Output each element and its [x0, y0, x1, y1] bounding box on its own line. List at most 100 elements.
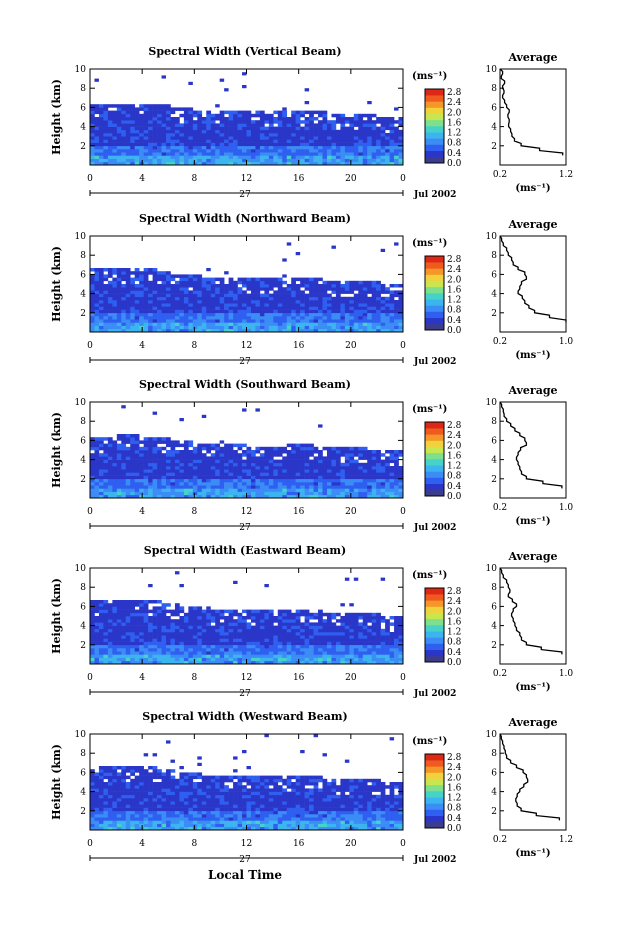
heatmap-cell	[224, 609, 229, 614]
heatmap-cell	[148, 475, 153, 480]
heatmap-cell	[148, 271, 153, 275]
heatmap-cell	[107, 316, 113, 320]
heatmap-cell	[121, 638, 127, 642]
heatmap-cell	[161, 274, 167, 278]
heatmap-cell	[344, 577, 350, 581]
heatmap-cell	[282, 641, 288, 646]
heatmap-cell	[188, 280, 194, 285]
heatmap-cell	[367, 316, 372, 320]
heatmap-cell	[309, 142, 314, 147]
heatmap-cell	[300, 635, 305, 639]
heatmap-cell	[295, 644, 301, 649]
heatmap-cell	[295, 609, 301, 614]
heatmap-cell	[188, 139, 194, 143]
heatmap-cell	[358, 113, 364, 118]
heatmap-cell	[161, 651, 167, 655]
heatmap-cell	[344, 466, 350, 470]
heatmap-cell	[300, 280, 305, 285]
heatmap-cell	[139, 632, 144, 636]
heatmap-cell	[282, 145, 288, 150]
heatmap-cell	[291, 126, 296, 131]
heatmap-cell	[125, 434, 131, 438]
heatmap-cell	[206, 641, 212, 646]
heatmap-cell	[358, 126, 364, 131]
heatmap-cell	[367, 149, 372, 153]
heatmap-cell	[318, 491, 323, 496]
heatmap-cell	[286, 123, 292, 127]
heatmap-cell	[304, 284, 310, 288]
heatmap-cell	[304, 126, 310, 131]
heatmap-cell	[286, 328, 292, 333]
heatmap-cell	[340, 120, 346, 124]
heatmap-cell	[246, 142, 252, 147]
heatmap-cell	[353, 123, 359, 127]
heatmap-cell	[130, 293, 136, 298]
heatmap-cell	[152, 475, 158, 480]
heatmap-cell	[215, 472, 220, 476]
heatmap-cell	[188, 284, 194, 288]
heatmap-cell	[385, 149, 390, 153]
heatmap-cell	[116, 287, 122, 291]
heatmap-cell	[264, 325, 270, 330]
heatmap-cell	[385, 142, 390, 147]
heatmap-cell	[309, 117, 314, 121]
heatmap-cell	[255, 488, 261, 492]
heatmap-cell	[233, 284, 238, 288]
heatmap-cell	[394, 654, 399, 658]
heatmap-cell	[90, 632, 95, 636]
heatmap-cell	[112, 325, 118, 330]
heatmap-cell	[228, 325, 234, 330]
heatmap-cell	[349, 287, 355, 291]
heatmap-cell	[94, 603, 100, 607]
heatmap-cell	[349, 459, 355, 464]
heatmap-cell	[94, 280, 100, 285]
heatmap-cell	[250, 149, 256, 153]
heatmap-cell	[394, 625, 399, 630]
heatmap-cell	[371, 293, 377, 298]
heatmap-cell	[188, 325, 194, 330]
heatmap-cell	[152, 411, 158, 415]
heatmap-cell	[300, 472, 305, 476]
heatmap-cell	[250, 145, 256, 150]
heatmap-cell	[197, 129, 203, 134]
heatmap-cell	[385, 319, 390, 323]
heatmap-cell	[309, 300, 314, 304]
heatmap-cell	[206, 139, 212, 143]
heatmap-cell	[174, 155, 180, 159]
heatmap-cell	[255, 133, 261, 137]
heatmap-cell	[331, 472, 337, 476]
heatmap-cell	[157, 462, 162, 467]
heatmap-cell	[228, 142, 234, 147]
heatmap-cell	[344, 485, 350, 489]
heatmap-cell	[237, 280, 243, 285]
heatmap-cell	[103, 612, 109, 617]
heatmap-cell	[116, 654, 122, 658]
heatmap-cell	[139, 120, 144, 124]
heatmap-cell	[286, 609, 292, 614]
heatmap-cell	[116, 622, 122, 626]
heatmap-cell	[237, 494, 243, 499]
heatmap-cell	[166, 654, 171, 658]
heatmap-cell	[130, 638, 136, 642]
heatmap-cell	[358, 303, 364, 307]
heatmap-cell	[277, 446, 283, 451]
heatmap-cell	[394, 325, 399, 330]
average-x-label: (ms⁻¹)	[515, 516, 550, 527]
heatmap-cell	[201, 472, 207, 476]
heatmap-cell	[250, 158, 256, 163]
heatmap-cell	[107, 145, 113, 150]
heatmap-cell	[94, 472, 100, 476]
heatmap-cell	[94, 107, 100, 111]
heatmap-cell	[389, 635, 395, 639]
y-tick-label: 8	[80, 417, 86, 427]
heatmap-cell	[295, 309, 301, 314]
heatmap-cell	[121, 660, 127, 665]
heatmap-cell	[246, 126, 252, 131]
heatmap-cell	[264, 158, 270, 163]
heatmap-cell	[125, 466, 131, 470]
heatmap-cell	[116, 628, 122, 633]
heatmap-cell	[170, 139, 176, 143]
heatmap-cell	[170, 312, 176, 317]
heatmap-cell	[116, 161, 122, 166]
heatmap-cell	[98, 309, 104, 314]
